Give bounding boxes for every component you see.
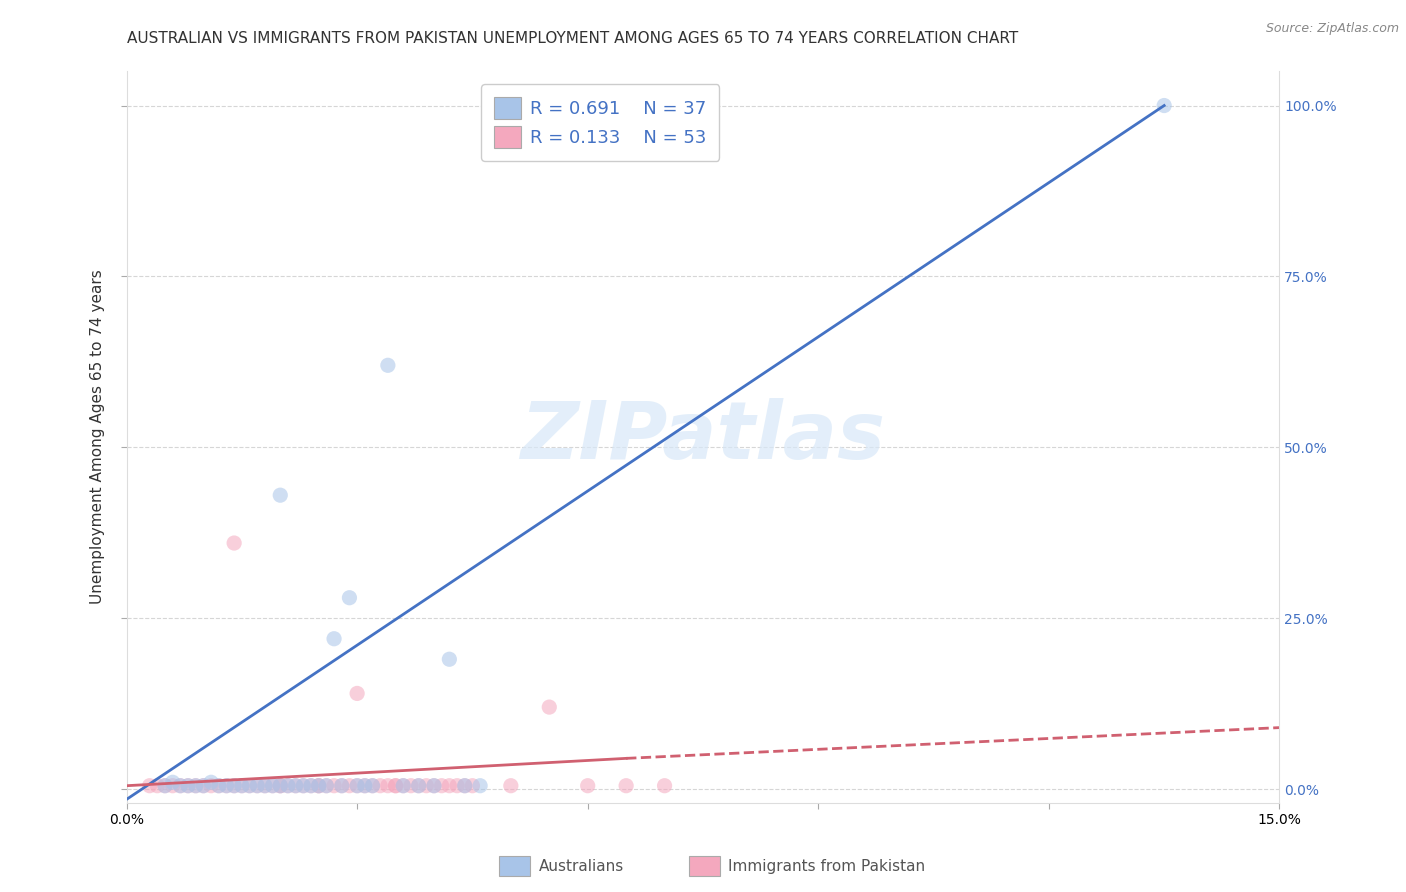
- Point: [361, 779, 384, 793]
- Point: [392, 779, 415, 793]
- Text: AUSTRALIAN VS IMMIGRANTS FROM PAKISTAN UNEMPLOYMENT AMONG AGES 65 TO 74 YEARS CO: AUSTRALIAN VS IMMIGRANTS FROM PAKISTAN U…: [127, 31, 1018, 46]
- Point: [184, 779, 207, 793]
- Point: [415, 779, 437, 793]
- Point: [353, 779, 375, 793]
- Point: [269, 779, 291, 793]
- Point: [231, 779, 253, 793]
- Point: [399, 779, 422, 793]
- Point: [138, 779, 160, 793]
- Point: [361, 779, 384, 793]
- Text: ZIPatlas: ZIPatlas: [520, 398, 886, 476]
- Point: [299, 779, 322, 793]
- Point: [238, 779, 260, 793]
- Point: [468, 779, 491, 793]
- Point: [153, 779, 176, 793]
- Text: Australians: Australians: [538, 859, 624, 873]
- Point: [246, 779, 269, 793]
- Point: [339, 779, 361, 793]
- Point: [384, 779, 406, 793]
- Point: [169, 779, 191, 793]
- Point: [238, 779, 260, 793]
- Y-axis label: Unemployment Among Ages 65 to 74 years: Unemployment Among Ages 65 to 74 years: [90, 269, 105, 605]
- Point: [308, 779, 330, 793]
- Point: [200, 775, 222, 789]
- Point: [162, 779, 184, 793]
- Point: [538, 700, 561, 714]
- Point: [454, 779, 477, 793]
- Point: [315, 779, 337, 793]
- Point: [330, 779, 353, 793]
- Point: [224, 779, 246, 793]
- Text: Immigrants from Pakistan: Immigrants from Pakistan: [728, 859, 925, 873]
- Point: [423, 779, 446, 793]
- Point: [499, 779, 522, 793]
- Point: [262, 779, 284, 793]
- Point: [439, 652, 461, 666]
- Point: [208, 779, 231, 793]
- Point: [323, 632, 346, 646]
- Point: [177, 779, 200, 793]
- Point: [215, 779, 238, 793]
- Point: [253, 779, 276, 793]
- Point: [308, 779, 330, 793]
- Point: [277, 779, 299, 793]
- Text: Source: ZipAtlas.com: Source: ZipAtlas.com: [1265, 22, 1399, 36]
- Point: [353, 779, 375, 793]
- Point: [162, 775, 184, 789]
- Point: [330, 779, 353, 793]
- Point: [384, 779, 406, 793]
- Point: [284, 779, 307, 793]
- Point: [323, 779, 346, 793]
- Point: [315, 779, 337, 793]
- Point: [224, 779, 246, 793]
- Point: [299, 779, 322, 793]
- Point: [246, 779, 269, 793]
- Point: [423, 779, 446, 793]
- Point: [224, 536, 246, 550]
- Point: [654, 779, 676, 793]
- Point: [346, 779, 368, 793]
- Point: [284, 779, 307, 793]
- Point: [614, 779, 637, 793]
- Point: [368, 779, 391, 793]
- Point: [277, 779, 299, 793]
- Point: [292, 779, 315, 793]
- Point: [177, 779, 200, 793]
- Point: [253, 779, 276, 793]
- Point: [200, 779, 222, 793]
- Point: [454, 779, 477, 793]
- Point: [308, 779, 330, 793]
- Point: [262, 779, 284, 793]
- Point: [439, 779, 461, 793]
- Point: [292, 779, 315, 793]
- Point: [377, 359, 399, 373]
- Point: [193, 779, 215, 793]
- Point: [1153, 98, 1175, 112]
- Point: [269, 488, 291, 502]
- Point: [215, 779, 238, 793]
- Point: [184, 779, 207, 793]
- Point: [346, 779, 368, 793]
- Point: [576, 779, 599, 793]
- Point: [231, 779, 253, 793]
- Point: [346, 686, 368, 700]
- Legend: R = 0.691    N = 37, R = 0.133    N = 53: R = 0.691 N = 37, R = 0.133 N = 53: [481, 84, 720, 161]
- Point: [269, 779, 291, 793]
- Point: [193, 779, 215, 793]
- Point: [446, 779, 468, 793]
- Point: [169, 779, 191, 793]
- Point: [146, 779, 169, 793]
- Point: [269, 779, 291, 793]
- Point: [153, 779, 176, 793]
- Point: [339, 591, 361, 605]
- Point: [430, 779, 453, 793]
- Point: [377, 779, 399, 793]
- Point: [392, 779, 415, 793]
- Point: [208, 779, 231, 793]
- Point: [408, 779, 430, 793]
- Point: [408, 779, 430, 793]
- Point: [461, 779, 484, 793]
